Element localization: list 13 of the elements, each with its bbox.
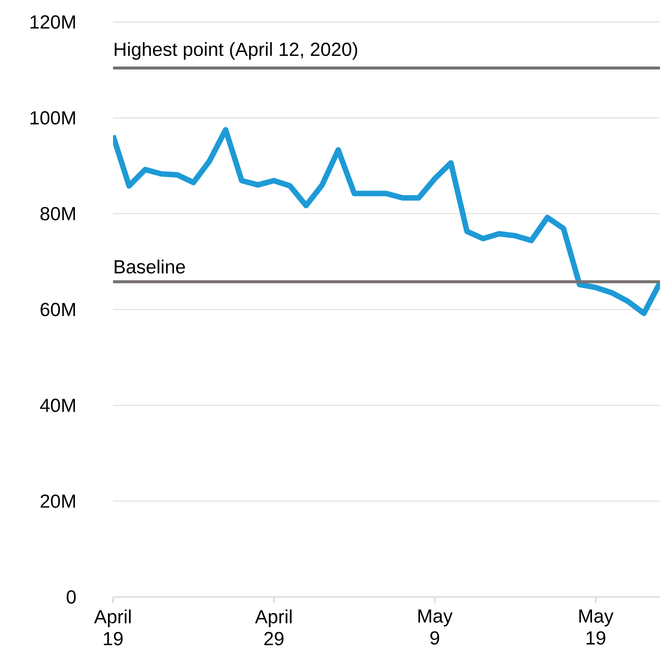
y-tick-label: 120M — [30, 15, 76, 29]
x-tick-label: April 29 — [255, 610, 292, 646]
x-tick-label: April 19 — [94, 610, 131, 646]
y-tick-label: 80M — [40, 206, 76, 220]
y-tick-label: 20M — [40, 494, 76, 508]
ref-line-label: Baseline — [114, 260, 186, 274]
y-tick-label: 40M — [40, 398, 76, 412]
ref-line-label: Highest point (April 12, 2020) — [114, 42, 358, 60]
y-tick-label: 60M — [40, 302, 76, 316]
y-tick-label: 100M — [30, 111, 76, 125]
x-tick-label: May 19 — [580, 610, 614, 645]
x-tick-label: May 9 — [418, 610, 453, 645]
y-tick-label: 0 — [66, 590, 76, 604]
